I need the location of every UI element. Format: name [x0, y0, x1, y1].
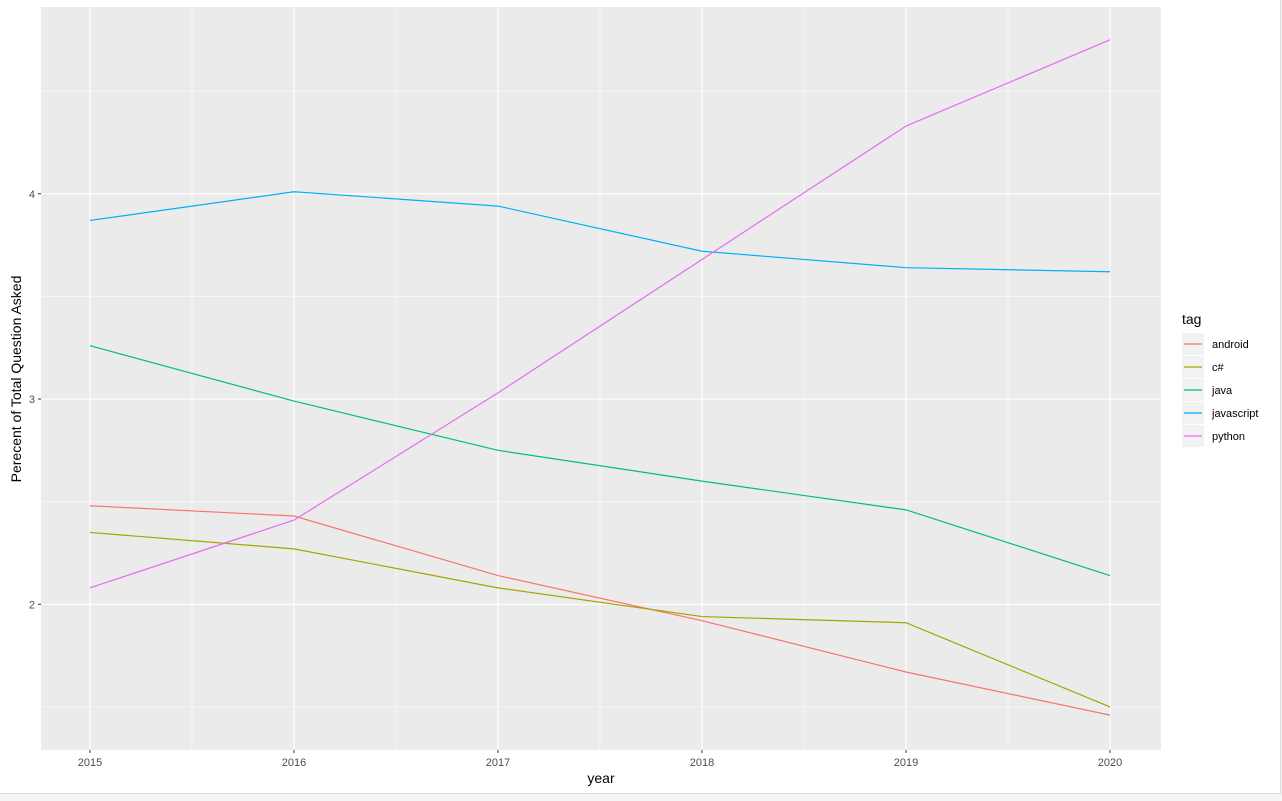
minor-gridlines — [41, 7, 1161, 750]
x-tick-label: 2019 — [894, 757, 918, 769]
y-tick-label: 3 — [29, 394, 35, 406]
plot-panel — [41, 7, 1161, 750]
y-axis-title: Perecent of Total Question Asked — [8, 276, 24, 483]
legend-label: javascript — [1211, 408, 1258, 420]
series-line-python — [89, 39, 1111, 589]
series-line-android — [89, 505, 1111, 716]
x-axis-title: year — [587, 770, 615, 786]
legend-items: android c# java javascript python — [1182, 333, 1258, 447]
legend-label: android — [1212, 339, 1249, 351]
legend: tag android c# java javascript python — [1182, 311, 1258, 447]
series-lines — [89, 39, 1111, 716]
legend-label: java — [1211, 385, 1233, 397]
x-tick-label: 2015 — [78, 757, 102, 769]
legend-label: c# — [1212, 362, 1225, 374]
x-axis: 2015 2016 2017 2018 2019 2020 — [78, 750, 1122, 769]
major-gridlines — [41, 7, 1161, 750]
series-line-java — [89, 345, 1111, 577]
legend-label: python — [1212, 431, 1245, 443]
legend-title: tag — [1182, 311, 1201, 327]
x-tick-label: 2020 — [1098, 757, 1122, 769]
y-axis: 2 3 4 — [29, 189, 41, 611]
series-line-javascript — [89, 191, 1111, 273]
y-tick-label: 4 — [29, 189, 35, 201]
y-tick-label: 2 — [29, 599, 35, 611]
x-tick-label: 2018 — [690, 757, 714, 769]
x-tick-label: 2016 — [282, 757, 306, 769]
x-tick-label: 2017 — [486, 757, 510, 769]
series-line-csharp — [89, 531, 1111, 708]
